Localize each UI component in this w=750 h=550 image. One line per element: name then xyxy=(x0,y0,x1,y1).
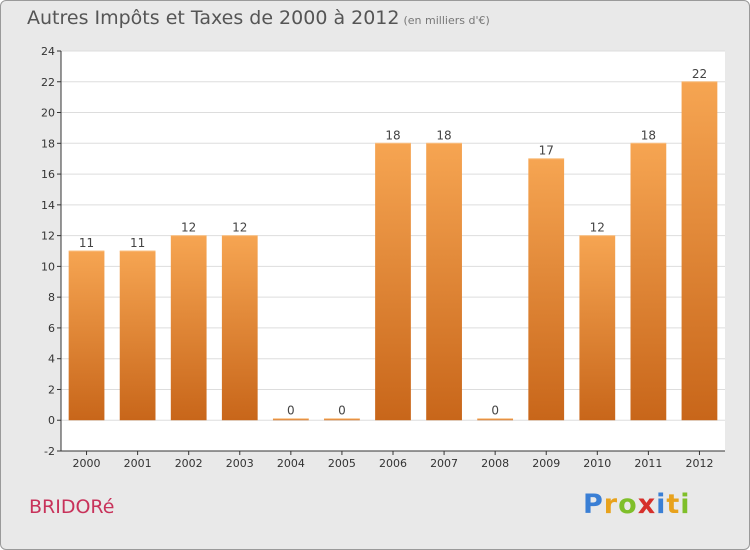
x-tick-label: 2003 xyxy=(226,457,254,470)
bar-2002 xyxy=(170,235,207,421)
data-labels: 11 11 12 12 0 0 18 18 0 17 12 18 22 xyxy=(79,67,707,418)
y-tick-label: 12 xyxy=(41,230,55,243)
x-tick-label: 2011 xyxy=(634,457,662,470)
x-tick-label: 2001 xyxy=(124,457,152,470)
logo-letter: P xyxy=(583,489,604,520)
logo-letter: t xyxy=(666,489,681,520)
logo-letter: o xyxy=(618,489,638,520)
data-label: 0 xyxy=(491,404,499,418)
bar-2009 xyxy=(528,158,565,421)
y-tick-label: 0 xyxy=(48,414,55,427)
y-tick-label: 16 xyxy=(41,168,55,181)
chart-title-text: Autres Impôts et Taxes de 2000 à 2012 xyxy=(27,7,400,29)
y-tick-label: -2 xyxy=(44,445,55,458)
bar-2006 xyxy=(375,143,411,421)
chart-unit: (en milliers d'€) xyxy=(403,14,490,27)
logo-letter: i xyxy=(656,489,667,520)
x-ticks: 2000 2001 2002 2003 2004 2005 2006 2007 2008 2009… xyxy=(73,451,713,470)
bar-2000 xyxy=(68,251,105,421)
x-tick-label: 2005 xyxy=(328,457,356,470)
y-tick-label: 24 xyxy=(41,45,55,58)
x-tick-label: 2008 xyxy=(481,457,509,470)
x-tick-label: 2002 xyxy=(175,457,203,470)
proxiti-logo: Proxiti xyxy=(583,489,691,520)
data-label: 12 xyxy=(232,221,247,235)
x-tick-label: 2007 xyxy=(430,457,458,470)
y-tick-label: 4 xyxy=(48,353,55,366)
data-label: 18 xyxy=(385,128,400,142)
bar-2004 xyxy=(272,418,309,421)
x-tick-label: 2012 xyxy=(685,457,713,470)
x-tick-label: 2006 xyxy=(379,457,407,470)
data-label: 12 xyxy=(590,221,605,235)
logo-letter: x xyxy=(637,489,657,520)
y-tick-label: 8 xyxy=(48,291,55,304)
bar-2011 xyxy=(630,143,667,421)
bar-2010 xyxy=(579,235,616,421)
data-label: 18 xyxy=(436,128,451,142)
x-tick-label: 2009 xyxy=(532,457,560,470)
data-label: 18 xyxy=(641,128,656,142)
logo-letter: r xyxy=(603,489,619,520)
bar-2003 xyxy=(221,235,258,421)
data-label: 0 xyxy=(338,404,346,418)
bar-2005 xyxy=(324,418,360,421)
bar-2001 xyxy=(119,251,156,421)
bar-2008 xyxy=(477,418,514,421)
data-label: 11 xyxy=(130,236,145,250)
y-tick-label: 22 xyxy=(41,76,55,89)
data-label: 12 xyxy=(181,221,196,235)
y-tick-label: 10 xyxy=(41,260,55,273)
chart-title: Autres Impôts et Taxes de 2000 à 2012 (en… xyxy=(27,7,490,29)
bar-2012 xyxy=(681,81,718,421)
data-label: 17 xyxy=(539,144,554,158)
x-tick-label: 2004 xyxy=(277,457,305,470)
data-label: 22 xyxy=(692,67,707,81)
bars xyxy=(68,81,718,421)
x-tick-label: 2010 xyxy=(583,457,611,470)
data-label: 11 xyxy=(79,236,94,250)
y-tick-label: 20 xyxy=(41,107,55,120)
commune-name: BRIDORé xyxy=(29,496,115,518)
y-tick-label: 6 xyxy=(48,322,55,335)
y-tick-label: 2 xyxy=(48,383,55,396)
logo-letter: i xyxy=(680,489,691,520)
bar-2007 xyxy=(426,143,462,421)
x-tick-label: 2000 xyxy=(73,457,101,470)
data-label: 0 xyxy=(287,404,295,418)
y-tick-label: 18 xyxy=(41,137,55,150)
y-tick-label: 14 xyxy=(41,199,55,212)
